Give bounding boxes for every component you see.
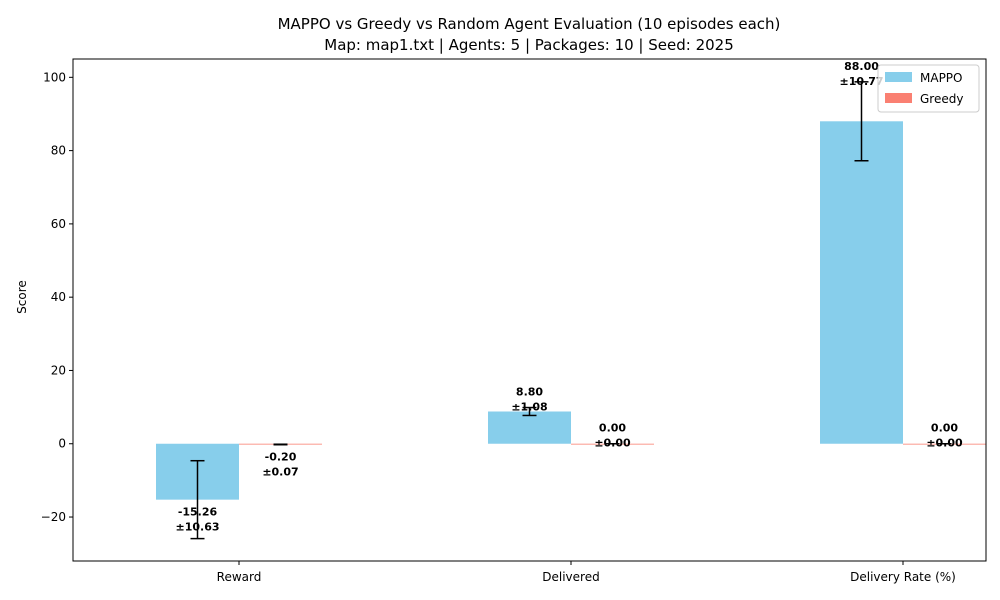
bar-mappo-2 <box>488 411 571 444</box>
data-label-mappo-2: 8.80 ±1.08 <box>511 386 547 414</box>
y-tick-label: −20 <box>41 510 66 524</box>
y-tick-label: 100 <box>43 70 66 84</box>
legend-label-greedy: Greedy <box>920 92 963 106</box>
chart-title: MAPPO vs Greedy vs Random Agent Evaluati… <box>278 15 781 33</box>
x-tick-label: Reward <box>217 570 262 584</box>
legend-swatch-greedy <box>885 93 912 103</box>
x-tick-label: Delivered <box>542 570 599 584</box>
error-bar-mappo-1 <box>190 459 205 540</box>
axes-frame <box>72 58 987 562</box>
y-tick-label: 60 <box>51 217 66 231</box>
error-bar-greedy-1 <box>273 443 288 446</box>
data-label-mappo-1: -15.26 ±10.63 <box>175 506 219 534</box>
bar-mappo-3 <box>820 121 903 444</box>
x-tick-label: Delivery Rate (%) <box>850 570 956 584</box>
legend-swatch-mappo <box>885 72 912 82</box>
y-tick-label: 40 <box>51 290 66 304</box>
y-tick-label: 80 <box>51 144 66 158</box>
error-bar-mappo-3 <box>854 81 869 162</box>
chart-subtitle: Map: map1.txt | Agents: 5 | Packages: 10… <box>324 36 734 54</box>
legend: MAPPO Greedy <box>877 64 980 113</box>
data-label-mappo-3: 88.00 ±10.77 <box>839 60 883 88</box>
y-tick-label: 20 <box>51 363 66 377</box>
y-tick-label: 0 <box>58 437 66 451</box>
error-bar-mappo-2 <box>522 406 537 417</box>
legend-label-mappo: MAPPO <box>920 71 962 85</box>
data-label-greedy-1: -0.20 ±0.07 <box>262 450 298 478</box>
data-label-greedy-3: 0.00 ±0.00 <box>926 422 963 450</box>
plot-area: -15.26 ±10.63 8.80 ±1.08 88.00 ±10.77 -0.20 ±0.… <box>41 58 987 584</box>
data-label-greedy-2: 0.00 ±0.00 <box>594 422 631 450</box>
y-axis-label: Score <box>15 280 29 314</box>
